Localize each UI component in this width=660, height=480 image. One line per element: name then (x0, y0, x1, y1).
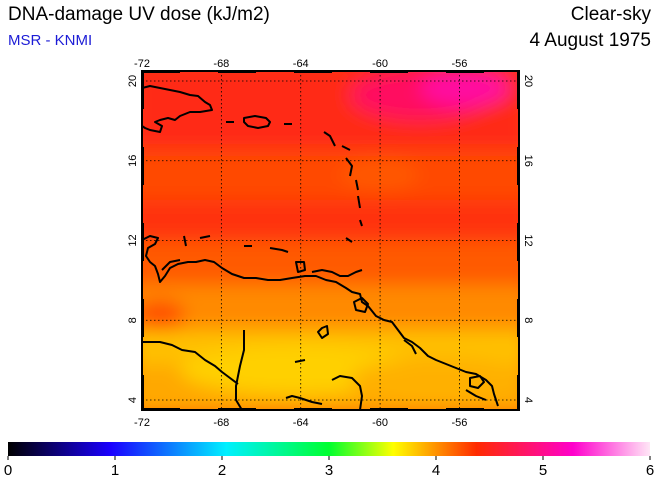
lat-tick-label-right: 8 (522, 317, 534, 323)
map-border (141, 70, 520, 411)
colorbar-ticks: 0 1 2 3 4 5 6 (4, 456, 654, 479)
border-segment (141, 375, 144, 410)
lon-tick-label-top: -72 (134, 58, 150, 70)
colorbar (8, 442, 650, 456)
axis-ticks: -72 -72 -68 -68 -64 -64 -60 -60 -56 -56 4 4 8 8 12 12 16… (127, 58, 534, 429)
colorbar-tick-label: 4 (432, 462, 440, 479)
map-title: DNA-damage UV dose (kJ/m2) (8, 4, 270, 25)
lon-tick-label-bottom: -60 (372, 417, 388, 429)
border-segment (294, 70, 332, 73)
border-segment (218, 408, 256, 411)
lon-tick-label-top: -56 (452, 58, 468, 70)
lon-tick-label-bottom: -72 (134, 417, 150, 429)
uv-field (142, 71, 519, 410)
graticule (141, 71, 519, 410)
lat-tick-label-right: 12 (522, 234, 534, 246)
border-segment (446, 70, 484, 73)
border-segment (142, 408, 180, 411)
sky-condition-label: Clear-sky (570, 4, 651, 25)
border-segment (517, 223, 520, 261)
lat-tick-label-right: 16 (522, 155, 534, 167)
colorbar-tick-label: 5 (539, 462, 547, 479)
lon-tick-label-top: -60 (372, 58, 388, 70)
lat-tick-label-right: 20 (522, 75, 534, 87)
credit-label: MSR - KNMI (8, 32, 93, 49)
coastlines (142, 85, 499, 410)
lon-tick-label-bottom: -68 (213, 417, 229, 429)
lat-tick-label-left: 4 (127, 397, 139, 403)
date-label: 4 August 1975 (529, 30, 652, 51)
border-segment (142, 70, 180, 73)
lon-tick-label-bottom: -64 (293, 417, 309, 429)
border-segment (446, 408, 484, 411)
border-segment (141, 147, 144, 185)
border-segment (517, 71, 520, 109)
border-segment (294, 408, 332, 411)
colorbar-tick-label: 3 (325, 462, 333, 479)
border-segment (141, 223, 144, 261)
colorbar-tick-label: 1 (111, 462, 119, 479)
border-segment (141, 299, 144, 337)
lat-tick-label-left: 16 (127, 155, 139, 167)
lon-tick-label-top: -68 (213, 58, 229, 70)
lat-tick-label-left: 12 (127, 234, 139, 246)
colorbar-tick-label: 6 (646, 462, 654, 479)
border-segment (517, 375, 520, 410)
border-segment (370, 408, 408, 411)
lat-tick-label-left: 20 (127, 75, 139, 87)
border-segment (218, 70, 256, 73)
border-segment (517, 147, 520, 185)
border-segment (517, 299, 520, 337)
lon-tick-label-top: -64 (293, 58, 309, 70)
colorbar-tick-label: 2 (218, 462, 226, 479)
lat-tick-label-left: 8 (127, 317, 139, 323)
lat-tick-label-right: 4 (522, 397, 534, 403)
lon-tick-label-bottom: -56 (452, 417, 468, 429)
border-segment (141, 71, 144, 109)
border-segment (370, 70, 408, 73)
colorbar-tick-label: 0 (4, 462, 12, 479)
